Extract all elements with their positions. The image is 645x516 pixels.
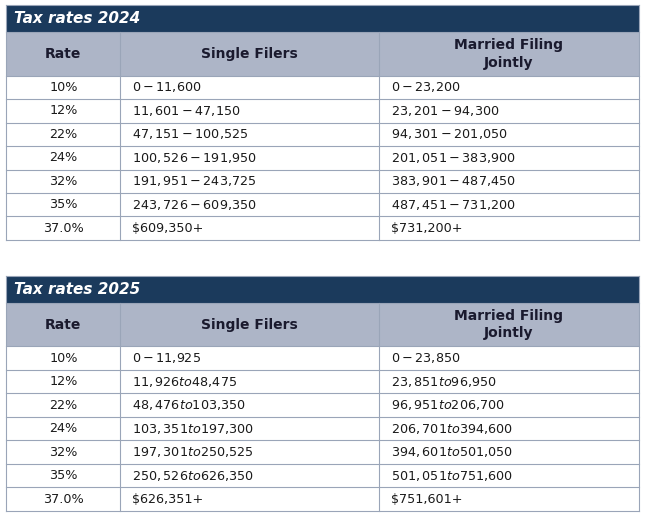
Text: 37.0%: 37.0% [43, 222, 84, 235]
Bar [6, 169, 639, 193]
Bar [6, 303, 639, 347]
Text: 12%: 12% [49, 104, 77, 117]
Text: $11,601 -$47,150: $11,601 -$47,150 [132, 104, 240, 118]
Bar [6, 217, 639, 240]
Text: $23,201 - $94,300: $23,201 - $94,300 [391, 104, 499, 118]
Text: 12%: 12% [49, 375, 77, 388]
Text: $47,151 - $100,525: $47,151 - $100,525 [132, 127, 248, 141]
Text: 35%: 35% [49, 469, 77, 482]
Text: $201,051 - $383,900: $201,051 - $383,900 [391, 151, 515, 165]
Text: $94,301 - $201,050: $94,301 - $201,050 [391, 127, 508, 141]
Text: $751,601+: $751,601+ [391, 493, 462, 506]
Text: $103,351 to $197,300: $103,351 to $197,300 [132, 422, 253, 436]
Bar [6, 99, 639, 123]
Text: 32%: 32% [49, 446, 77, 459]
Text: Rate: Rate [45, 47, 81, 61]
Text: $206,701 to $394,600: $206,701 to $394,600 [391, 422, 513, 436]
Bar [6, 347, 639, 370]
Text: $100,526 - $191,950: $100,526 - $191,950 [132, 151, 256, 165]
Text: $197,301 to $250,525: $197,301 to $250,525 [132, 445, 253, 459]
Text: $501,051 to $751,600: $501,051 to $751,600 [391, 469, 513, 482]
Text: $0 - $11,600: $0 - $11,600 [132, 80, 201, 94]
Text: $250,526 to $626,350: $250,526 to $626,350 [132, 469, 253, 482]
Text: 22%: 22% [49, 128, 77, 141]
Text: $0 - $11,925: $0 - $11,925 [132, 351, 201, 365]
Text: $609,350+: $609,350+ [132, 222, 203, 235]
Bar [6, 75, 639, 99]
Text: Married Filing
Jointly: Married Filing Jointly [455, 38, 564, 70]
Text: $626,351+: $626,351+ [132, 493, 203, 506]
Text: 35%: 35% [49, 198, 77, 211]
Bar [6, 32, 639, 76]
Bar [6, 393, 639, 417]
Bar [6, 123, 639, 146]
Text: 24%: 24% [49, 422, 77, 435]
Text: $11,926 to $48,475: $11,926 to $48,475 [132, 375, 237, 389]
Text: $383,901 - $487,450: $383,901 - $487,450 [391, 174, 515, 188]
Text: Married Filing
Jointly: Married Filing Jointly [455, 309, 564, 341]
Text: 10%: 10% [49, 81, 77, 94]
Text: $0 - $23,200: $0 - $23,200 [391, 80, 461, 94]
Text: $731,200+: $731,200+ [391, 222, 462, 235]
Bar [6, 193, 639, 217]
Text: 10%: 10% [49, 352, 77, 365]
Text: $191,951 - $243,725: $191,951 - $243,725 [132, 174, 256, 188]
Text: 22%: 22% [49, 399, 77, 412]
Text: $394,601 to $501,050: $394,601 to $501,050 [391, 445, 513, 459]
Bar [6, 417, 639, 440]
Bar [6, 276, 639, 303]
Text: 32%: 32% [49, 175, 77, 188]
Text: $48,476 to $103,350: $48,476 to $103,350 [132, 398, 245, 412]
Text: Single Filers: Single Filers [201, 318, 298, 332]
Text: Tax rates 2024: Tax rates 2024 [14, 11, 140, 26]
Text: $23,851 to $96,950: $23,851 to $96,950 [391, 375, 497, 389]
Text: Rate: Rate [45, 318, 81, 332]
Text: Single Filers: Single Filers [201, 47, 298, 61]
Bar [6, 370, 639, 393]
Bar [6, 464, 639, 487]
Bar [6, 487, 639, 511]
Text: 24%: 24% [49, 151, 77, 164]
Bar [6, 146, 639, 169]
Bar [6, 5, 639, 32]
Text: $96,951 to $206,700: $96,951 to $206,700 [391, 398, 504, 412]
Text: $243,726 - $609,350: $243,726 - $609,350 [132, 198, 256, 212]
Text: $487,451 - $731,200: $487,451 - $731,200 [391, 198, 515, 212]
Text: Tax rates 2025: Tax rates 2025 [14, 282, 140, 297]
Bar [6, 440, 639, 464]
Text: $0 - $23,850: $0 - $23,850 [391, 351, 461, 365]
Text: 37.0%: 37.0% [43, 493, 84, 506]
